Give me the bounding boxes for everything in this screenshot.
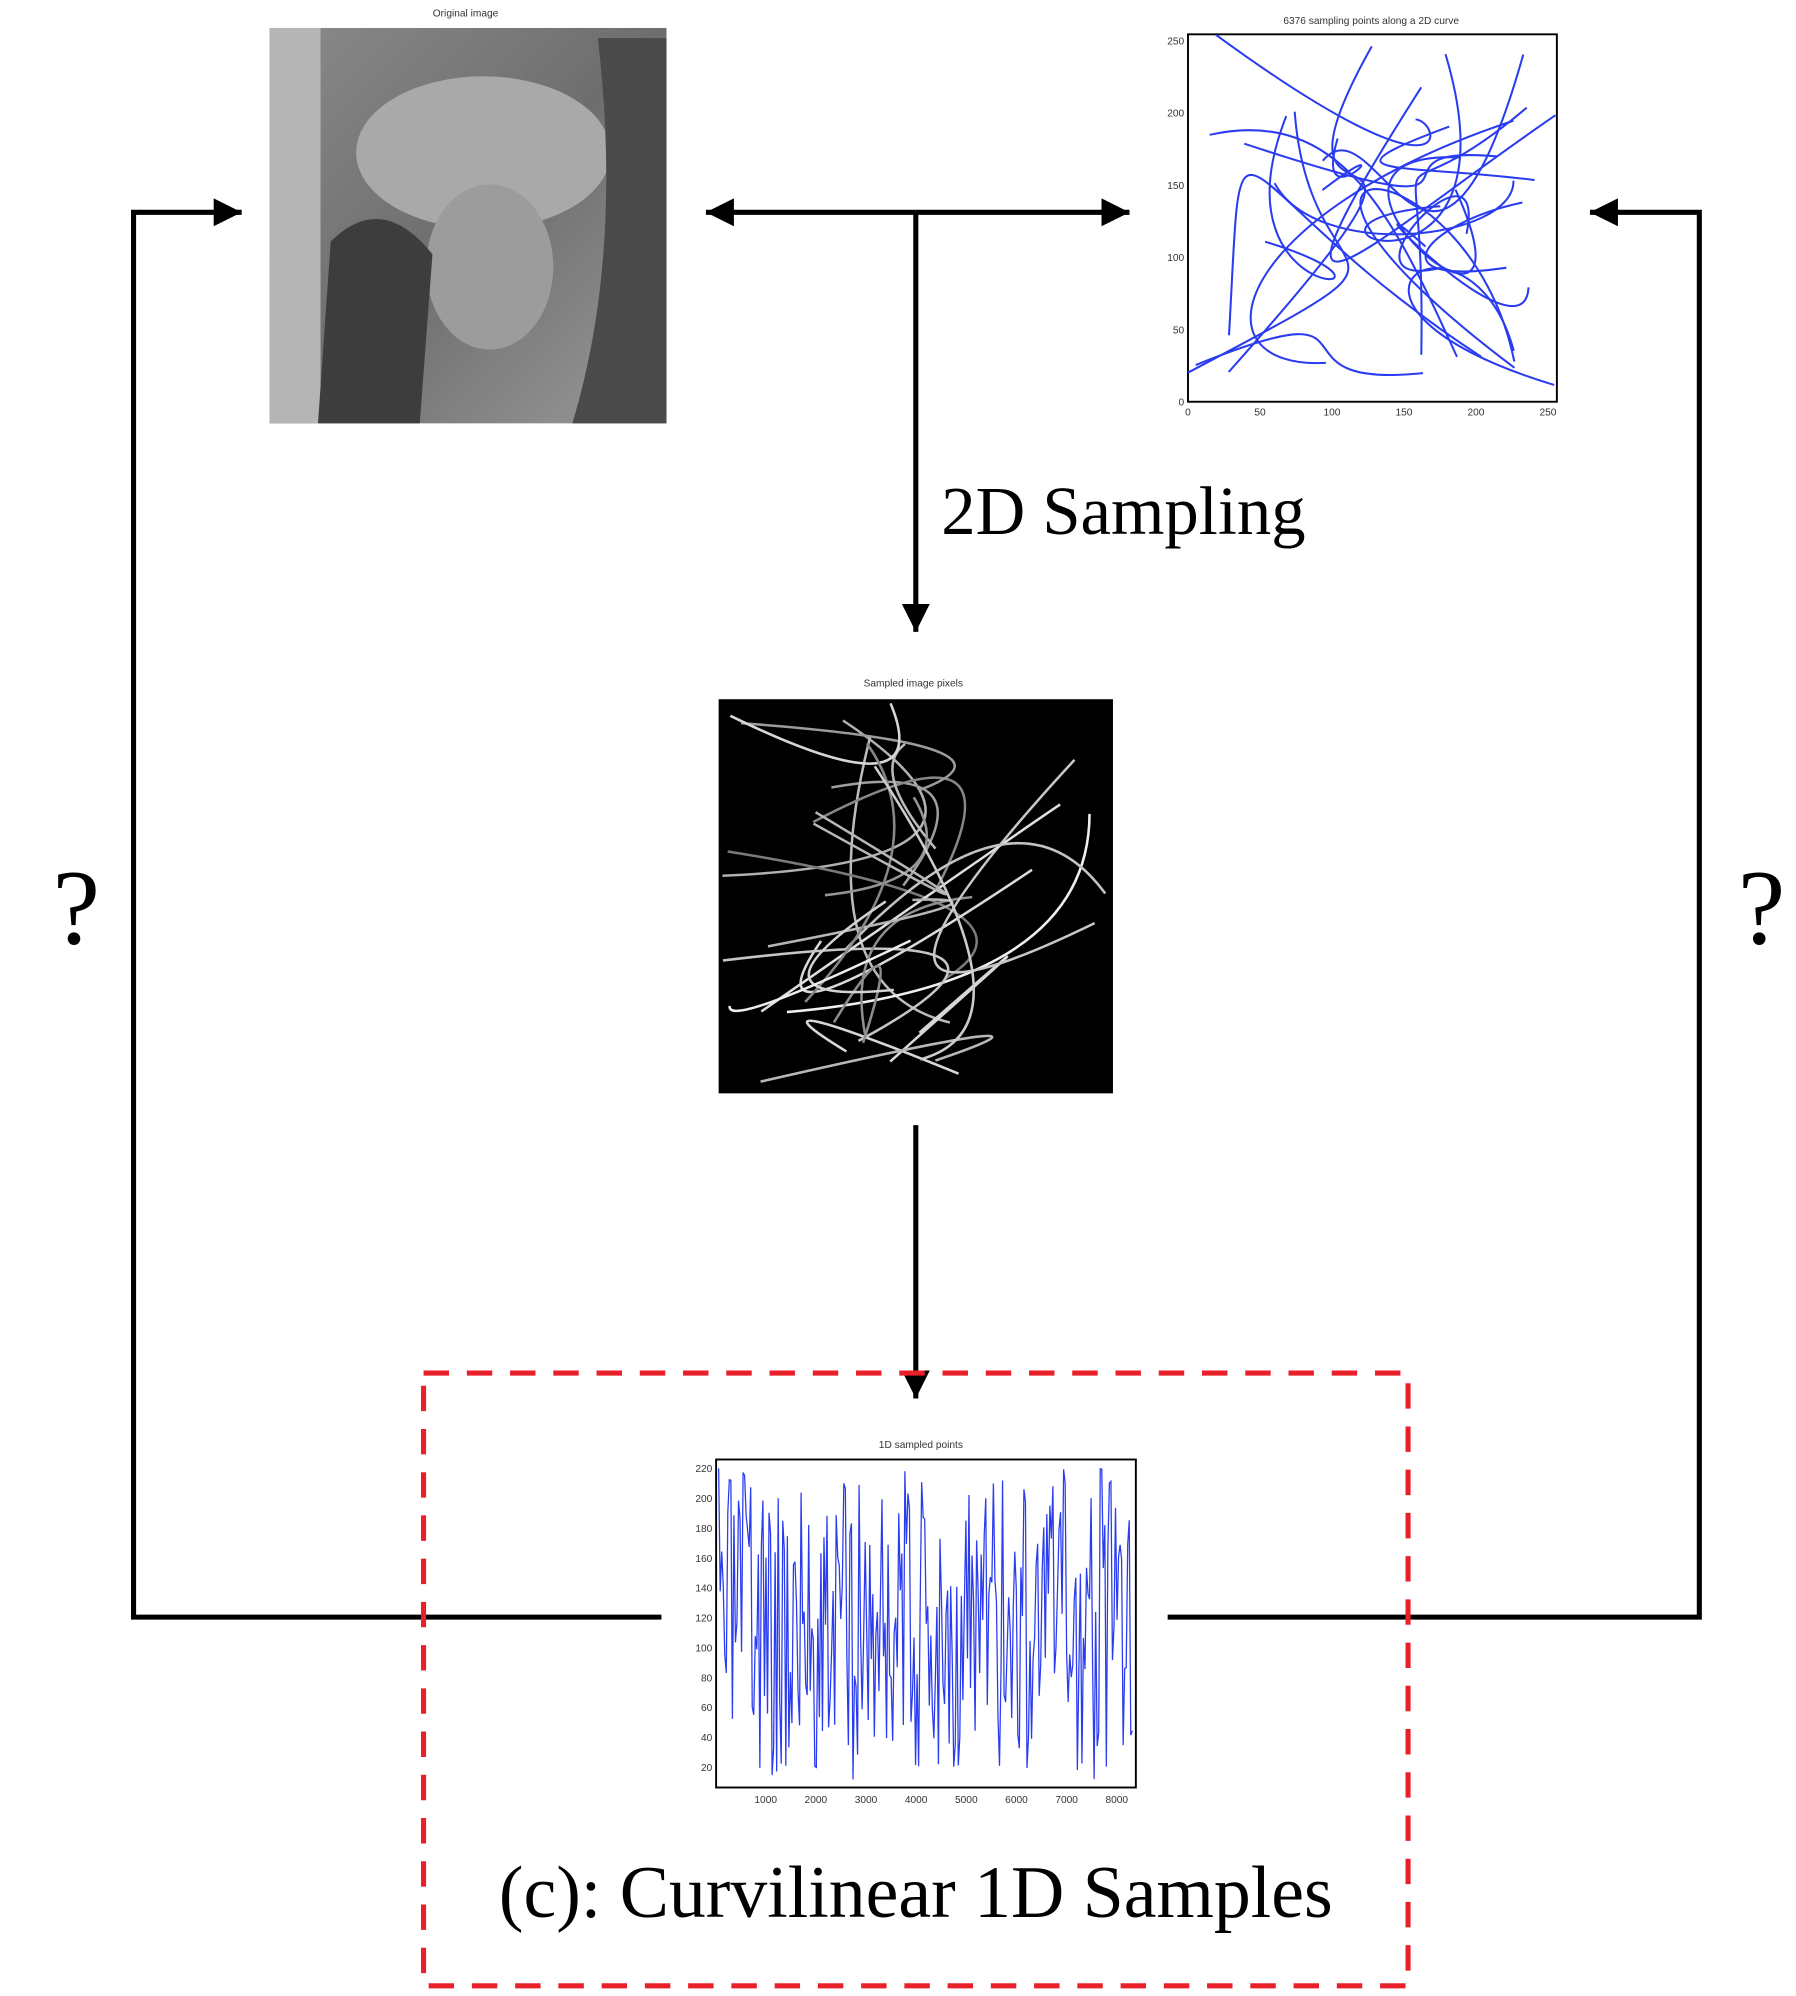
original-panel: Original image [269,9,667,424]
sampled-curve [860,895,973,1037]
signal-trace [718,1468,1133,1780]
sampled-curve [786,813,1091,1014]
y-tick-label: 150 [1167,181,1184,192]
x-tick-label: 6000 [1005,1795,1028,1806]
panel-title: Sampled image pixels [864,679,963,690]
sampled-curve [760,803,1061,1013]
curve-panel: 6376 sampling points along a 2D curve 25… [1167,16,1558,419]
sampled-image [718,699,1113,1094]
x-tick-label: 0 [1185,408,1191,419]
x-tick-label: 200 [1467,408,1484,419]
y-tick-label: 180 [695,1524,712,1535]
sampling-curve [1398,195,1470,272]
feedback-arrow [1167,198,1702,1620]
sampled-curve [832,964,882,1044]
photo-detail [317,218,433,424]
y-tick-label: 40 [701,1733,713,1744]
sampling-curve [1321,138,1363,191]
y-tick-label: 160 [695,1554,712,1565]
sampling-curve [1364,53,1462,242]
sampled-curve [807,900,894,994]
panel-title: Original image [433,9,499,20]
sampled-curve [740,721,956,792]
signal-panel: 1D sampled points 220 200 180 160 140 120 100 8… [695,1440,1137,1806]
x-tick-label: 5000 [955,1795,978,1806]
y-tick-label: 120 [695,1614,712,1625]
photo-detail [426,184,554,350]
sampled-curve [873,765,975,1061]
y-tick-label: 140 [695,1584,712,1595]
photo-detail [356,76,611,229]
sampled-curve [760,1034,994,1083]
sampled-curve [891,742,937,850]
sampled-curve [889,955,1009,1063]
sampled-curve [767,898,954,948]
sampling-curve [1329,86,1557,263]
highlight-box [421,1370,1411,1989]
x-tick-label: 150 [1396,408,1413,419]
question-mark: ? [53,849,100,967]
connectors [131,198,1702,1620]
x-tick-label: 250 [1539,408,1556,419]
feedback-arrow [131,198,662,1620]
sampling-curve [1264,115,1336,281]
y-tick-label: 20 [701,1763,713,1774]
y-tick-label: 50 [1173,325,1185,336]
y-tick-label: 100 [1167,253,1184,264]
y-tick-label: 0 [1179,398,1185,409]
photo-detail [269,27,321,424]
sampling-curve [1227,174,1482,358]
sampled-curve [933,759,1096,974]
sampling-label: 2D Sampling [941,473,1305,549]
sampling-curve [1359,188,1516,369]
sampling-curve [1215,34,1432,147]
x-tick-label: 7000 [1055,1795,1078,1806]
sampled-curve [805,1019,960,1075]
y-tick-label: 60 [701,1703,713,1714]
y-tick-label: 80 [701,1673,713,1684]
sampled-curve [722,947,950,1043]
y-tick-label: 220 [695,1464,712,1475]
sampling-curve [1227,45,1373,373]
sampling-curve [1407,267,1555,386]
sampled-curve [824,796,929,897]
panel-title: 6376 sampling points along a 2D curve [1283,16,1459,27]
sampled-curve [813,811,948,896]
sampling-curve [1322,54,1525,213]
panel-title: 1D sampled points [879,1440,963,1451]
question-mark: ? [1738,849,1785,967]
x-tick-label: 4000 [905,1795,928,1806]
sampled-curve [844,841,1107,951]
x-tick-label: 3000 [855,1795,878,1806]
x-tick-label: 8000 [1105,1795,1128,1806]
sampled-curve [728,939,912,1013]
sampling-curve [1273,180,1515,236]
x-tick-label: 50 [1254,408,1266,419]
sampled-curve [729,702,901,765]
sampling-curve [1414,106,1528,355]
sampling-curve [1195,333,1424,377]
sampling-curve [1209,129,1458,358]
sampled-panel: Sampled image pixels [718,679,1113,1094]
photo-detail [572,38,667,424]
sampling-curve [1424,201,1523,273]
x-tick-label: 1000 [754,1795,777,1806]
y-tick-label: 200 [1167,109,1184,120]
x-tick-label: 2000 [805,1795,828,1806]
caption: (c): Curvilinear 1D Samples [499,1851,1333,1933]
y-tick-label: 100 [695,1643,712,1654]
y-tick-label: 200 [695,1494,712,1505]
x-tick-label: 100 [1324,408,1341,419]
sampled-curve [804,742,896,1003]
sampling-curve [1187,111,1350,374]
y-tick-label: 250 [1167,36,1184,47]
sampled-curve [812,776,967,889]
